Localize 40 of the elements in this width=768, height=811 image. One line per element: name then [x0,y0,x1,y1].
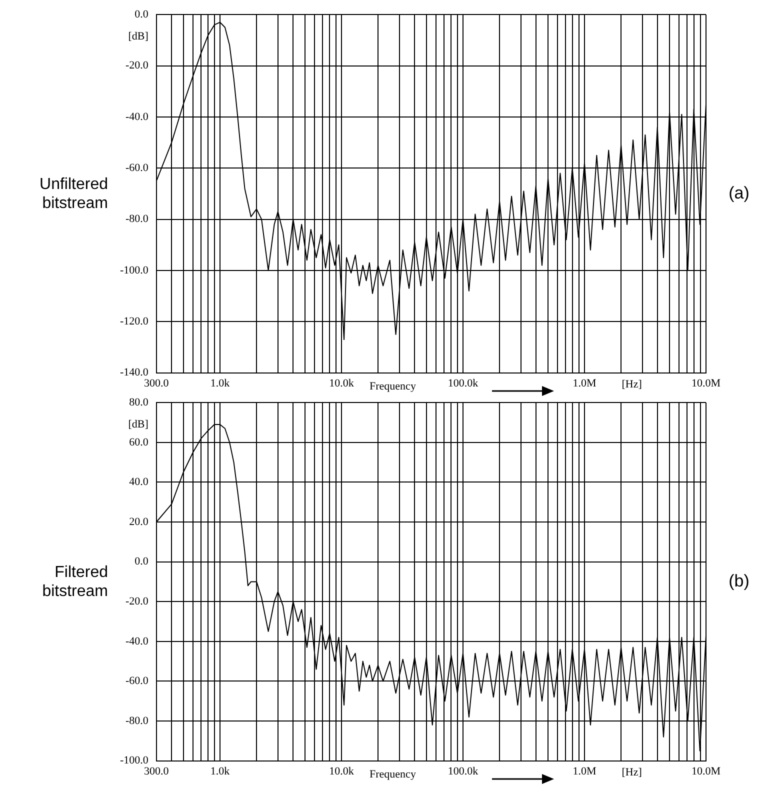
y-tick-label: -40.0 [125,635,149,648]
text: (a) [728,183,750,202]
x-tick-label: 10.0k [329,377,354,390]
y-tick-label: -40.0 [125,110,149,123]
y-tick-label: -20.0 [125,595,149,608]
x-tick-label: 1.0M [572,377,596,390]
y-tick-label: -20.0 [125,60,149,72]
text: [Hz] [622,378,642,391]
y-axis-title: Filtered bitstream [41,562,108,601]
y-tick-label: -80.0 [125,213,149,226]
x-tick-label: 1.0k [210,765,230,778]
x-tick-label: 100.0k [448,377,479,390]
y-axis-title: Unfiltered bitstream [38,174,108,213]
y-tick-label: -60.0 [125,162,149,174]
y-tick-label: -120.0 [120,316,149,328]
text: [dB] [128,418,148,430]
x-tick-label: 100.0k [448,765,479,778]
y-tick-label: 80.0 [129,396,149,408]
y-tick-label: -140.0 [120,366,149,379]
x-tick-label: 300.0 [144,377,170,390]
y-tick-label: -80.0 [125,714,149,727]
y-tick-label: -60.0 [125,675,149,688]
x-axis-title: Frequency [370,768,416,781]
x-tick-label: 1.0k [210,377,230,390]
text: [Hz] [622,766,642,779]
x-tick-label: 1.0M [572,765,596,778]
y-tick-label: -100.0 [120,264,149,276]
x-tick-label: 10.0M [691,765,721,778]
text: [dB] [128,30,148,42]
y-tick-label: 40.0 [129,476,149,488]
y-tick-label: 60.0 [129,436,149,448]
y-tick-label: -100.0 [120,754,149,767]
y-tick-label: 0.0 [134,8,149,20]
x-tick-label: 10.0k [329,765,354,778]
y-tick-label: 20.0 [129,516,149,528]
x-tick-label: 300.0 [144,765,170,778]
y-tick-label: 0.0 [134,556,149,568]
x-tick-label: 10.0M [691,377,721,390]
text: (b) [728,571,750,590]
x-axis-title: Frequency [370,380,416,393]
